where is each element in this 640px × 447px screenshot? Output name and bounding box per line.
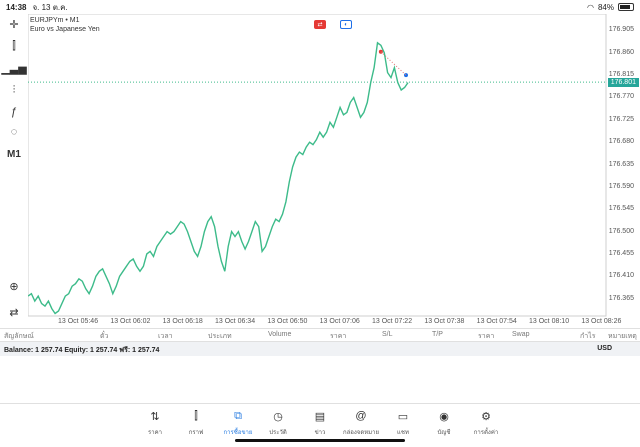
- nav-chat[interactable]: ▭ แชท: [383, 410, 423, 437]
- time-tick-label: 13 Oct 07:22: [372, 318, 413, 325]
- status-bar: 14:38 จ. 13 ต.ค. ◠ 84%: [0, 0, 640, 14]
- col-ticket: ตั๋ว: [100, 333, 109, 340]
- target-marker: [404, 73, 408, 78]
- price-tick-label: 176.815: [608, 71, 634, 79]
- col-price: ราคา: [330, 333, 347, 340]
- zoom-icon[interactable]: ⊕: [9, 280, 19, 293]
- nav-trade[interactable]: ⧉ การซื้อขาย: [218, 410, 258, 437]
- col-current-price: ราคา: [478, 333, 495, 340]
- history-icon: ◷: [273, 411, 283, 423]
- time-tick-label: 13 Oct 06:02: [110, 318, 151, 325]
- arrows-updown-icon: ⇅: [150, 411, 160, 423]
- col-profit: กำไร: [580, 333, 596, 340]
- news-icon: ▤: [314, 411, 326, 423]
- sell-indicator-button[interactable]: ⇄: [314, 20, 326, 29]
- price-series-line: [27, 41, 409, 315]
- battery-percent: 84%: [597, 2, 614, 12]
- nav-mailbox[interactable]: @ กล่องจดหมาย: [342, 410, 380, 436]
- battery-icon: [618, 3, 634, 11]
- nav-history[interactable]: ◷ ประวัติ: [258, 410, 298, 437]
- nav-account[interactable]: ◉ บัญชี: [424, 410, 464, 437]
- chart-symbol: EURJPYm • M1: [30, 17, 80, 24]
- col-tp: T/P: [432, 331, 443, 338]
- crosshair-icon[interactable]: ✛: [9, 18, 19, 31]
- price-tick-label: 176.905: [608, 26, 634, 34]
- col-time: เวลา: [158, 333, 173, 340]
- wifi-icon: ◠: [587, 2, 594, 12]
- balance-row: Balance: 1 257.74 Equity: 1 257.74 ฟรี: …: [0, 342, 640, 356]
- gear-icon: ⚙: [481, 411, 491, 423]
- col-comment: หมายเหตุ: [608, 333, 637, 340]
- time-tick-label: 13 Oct 06:50: [267, 318, 308, 325]
- chart-header: EURJPYm • M1 Euro vs Japanese Yen: [30, 16, 100, 34]
- price-tick-label: 176.545: [608, 205, 634, 213]
- time-tick-label: 13 Oct 06:18: [162, 318, 203, 325]
- time-tick-label: 13 Oct 08:26: [581, 318, 622, 325]
- balance-text: Balance: 1 257.74 Equity: 1 257.74 ฟรี: …: [4, 347, 160, 354]
- col-volume: Volume: [268, 331, 292, 338]
- col-type: ประเภท: [208, 333, 232, 340]
- status-time: 14:38: [6, 2, 27, 12]
- bar-chart-icon[interactable]: ▁▃▅: [1, 62, 27, 75]
- chat-icon: ▭: [397, 411, 409, 423]
- price-tick-label: 176.680: [608, 138, 634, 146]
- price-tick-label: 176.725: [608, 115, 634, 123]
- time-tick-label: 13 Oct 05:46: [58, 318, 99, 325]
- price-tick-label: 176.365: [608, 294, 634, 302]
- price-tick-label: 176.860: [608, 48, 634, 56]
- nav-news[interactable]: ▤ ข่าว: [300, 410, 340, 437]
- positions-table-header: สัญลักษณ์ ตั๋ว เวลา ประเภท Volume ราคา S…: [0, 328, 640, 342]
- price-tick-label: 176.500: [608, 227, 634, 235]
- sliders-icon[interactable]: ⫶: [12, 83, 16, 96]
- time-tick-label: 13 Oct 06:34: [215, 318, 256, 325]
- col-swap: Swap: [512, 331, 530, 338]
- time-tick-label: 13 Oct 07:06: [319, 318, 360, 325]
- indicators-icon[interactable]: ⫿: [12, 39, 16, 52]
- nav-quotes[interactable]: ⇅ ราคา: [135, 410, 175, 437]
- chart-toolbar: ✛ ⫿ ▁▃▅ ⫶ ƒ ◌ M1 ⊕ ⇄: [0, 14, 28, 330]
- timeframe-button[interactable]: M1: [7, 148, 21, 160]
- time-tick-label: 13 Oct 07:38: [424, 318, 465, 325]
- price-tick-label: 176.590: [608, 182, 634, 190]
- price-tick-label: 176.635: [608, 160, 634, 168]
- function-icon[interactable]: ƒ: [10, 106, 18, 118]
- nav-settings[interactable]: ⚙ การตั้งค่า: [466, 410, 506, 437]
- home-indicator: [235, 439, 405, 442]
- bottom-nav: ⇅ ราคา ⫿ กราฟ ⧉ การซื้อขาย ◷ ประวัติ ▤ ข่าว @…: [0, 403, 640, 447]
- col-sl: S/L: [382, 331, 393, 338]
- balance-currency: USD: [597, 345, 612, 352]
- nav-chart[interactable]: ⫿ กราฟ: [176, 410, 216, 437]
- at-icon: @: [355, 410, 367, 422]
- time-tick-label: 13 Oct 08:10: [529, 318, 570, 325]
- candles-icon: ⫿: [194, 410, 198, 422]
- price-tick-label: 176.770: [608, 93, 634, 101]
- chart-area[interactable]: EURJPYm • M1 Euro vs Japanese Yen ⇄ ◐ 17…: [27, 13, 640, 330]
- status-date: จ. 13 ต.ค.: [32, 2, 68, 12]
- price-tick-label: 176.455: [608, 249, 634, 257]
- shapes-icon[interactable]: ◌: [10, 126, 18, 138]
- chart-description: Euro vs Japanese Yen: [30, 26, 100, 33]
- account-icon: ◉: [439, 411, 449, 423]
- one-click-trading-icon[interactable]: ⇄: [9, 306, 19, 319]
- current-price-label: 176.801: [607, 78, 639, 88]
- time-tick-label: 13 Oct 07:54: [476, 318, 517, 325]
- trade-chart-icon: ⧉: [234, 410, 242, 422]
- buy-indicator-button[interactable]: ◐: [340, 20, 352, 29]
- price-chart[interactable]: [27, 13, 640, 330]
- chart-frame: [27, 13, 607, 317]
- col-symbol: สัญลักษณ์: [4, 333, 34, 340]
- price-tick-label: 176.410: [608, 272, 634, 280]
